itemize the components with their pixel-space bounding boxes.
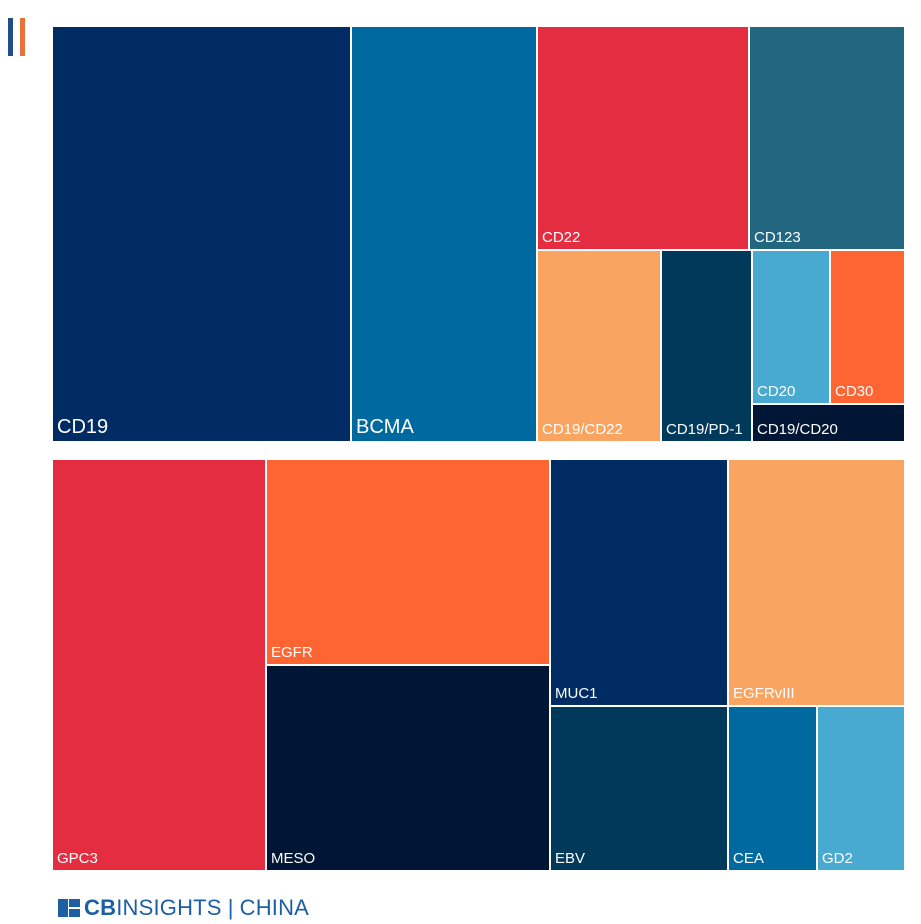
corner-mark-icon	[8, 18, 28, 56]
treemap-tile-label: EBV	[555, 850, 586, 867]
treemap-tile-gpc3: GPC3	[53, 460, 267, 872]
treemap-tile-egfr: EGFR	[267, 460, 551, 666]
treemap-tile-gd2: GD2	[818, 707, 906, 872]
logo-separator: |	[227, 895, 234, 920]
treemap-solid-tumor: GPC3 EGFR MESO MUC1 EBV EGFRvIII CEA GD2	[53, 460, 906, 872]
treemap-tile-label: CEA	[733, 850, 764, 867]
treemap-tile-label: CD123	[754, 229, 801, 246]
treemap-tile-cd30: CD30	[831, 251, 906, 405]
logo-insights-text: INSIGHTS	[116, 895, 222, 920]
cbinsights-china-logo: CBINSIGHTS | CHINA	[58, 895, 309, 921]
treemap-tile-meso: MESO	[267, 666, 551, 872]
treemap-tile-label: CD22	[542, 229, 581, 246]
treemap-tile-cd22: CD22	[538, 27, 750, 251]
treemap-tile-label: CD19/PD-1	[666, 421, 743, 438]
treemap-tile-cd19-cd22: CD19/CD22	[538, 251, 662, 443]
treemap-tile-muc1: MUC1	[551, 460, 729, 707]
treemap-tile-label: MUC1	[555, 685, 598, 702]
treemap-tile-cd19: CD19	[53, 27, 352, 443]
treemap-tile-label: GD2	[822, 850, 853, 867]
logo-cb-text: CB	[84, 895, 117, 920]
treemap-hematologic: CD19 BCMA CD22 CD123 CD19/CD22 CD19/PD-1 CD20 C…	[53, 27, 906, 443]
treemap-tile-label: CD20	[757, 383, 796, 400]
treemap-tile-egfrviii: EGFRvIII	[729, 460, 906, 707]
logo-china-text: CHINA	[239, 895, 310, 920]
treemap-tile-label: MESO	[271, 850, 316, 867]
treemap-tile-cd19-pd-1: CD19/PD-1	[662, 251, 753, 443]
treemap-tile-label: CD19/CD20	[757, 421, 838, 438]
treemap-tile-ebv: EBV	[551, 707, 729, 872]
cbinsights-logo-icon	[58, 899, 80, 917]
treemap-tile-cd20: CD20	[753, 251, 831, 405]
treemap-tile-cea: CEA	[729, 707, 818, 872]
treemap-tile-label: BCMA	[356, 416, 414, 438]
treemap-tile-cd19-cd20: CD19/CD20	[753, 405, 906, 443]
treemap-tile-bcma: BCMA	[352, 27, 538, 443]
treemap-tile-label: EGFRvIII	[733, 685, 795, 702]
treemap-tile-label: CD19	[57, 416, 109, 438]
treemap-tile-label: EGFR	[271, 644, 313, 661]
treemap-tile-label: CD19/CD22	[542, 421, 623, 438]
treemap-tile-cd123: CD123	[750, 27, 906, 251]
treemap-tile-label: GPC3	[57, 850, 98, 867]
treemap-tile-label: CD30	[835, 383, 874, 400]
